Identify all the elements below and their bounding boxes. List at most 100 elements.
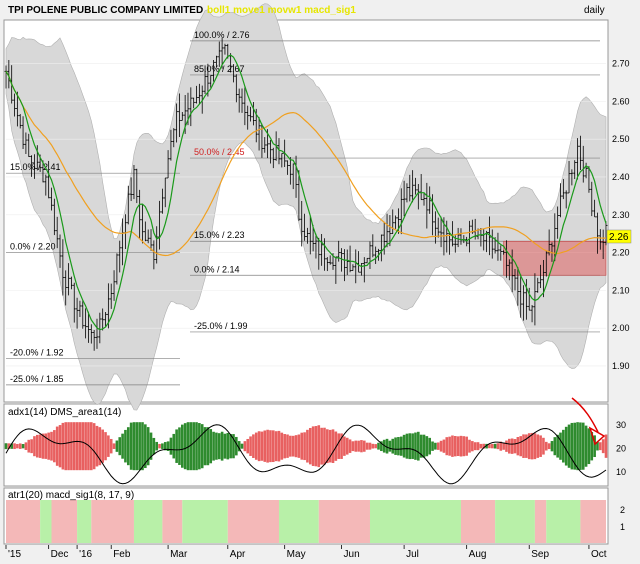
- atr-band-green: [278, 500, 319, 543]
- fib-level-label: 15.0% / 2.23: [194, 230, 245, 240]
- dms-bar-negative: [308, 427, 312, 465]
- dms-bar-positive: [212, 431, 215, 461]
- atr-band-red: [460, 500, 496, 543]
- dms-bar-positive: [576, 422, 579, 471]
- dms-bar-negative: [314, 426, 318, 467]
- dms-bar-positive: [215, 432, 218, 460]
- dms-bar-negative: [18, 443, 22, 449]
- dms-bar-positive: [397, 437, 400, 456]
- chart-title: TPI POLENE PUBLIC COMPANY LIMITED: [8, 5, 203, 16]
- dms-bar-negative: [451, 435, 454, 457]
- dms-bar-negative: [371, 443, 375, 449]
- dms-bar-negative: [75, 422, 79, 471]
- dms-bar-negative: [44, 433, 48, 459]
- dms-bar-positive: [183, 423, 187, 470]
- y-tick-label: 2.00: [612, 323, 630, 333]
- dms-bar-negative: [27, 439, 31, 453]
- dms-bar-negative: [351, 441, 355, 452]
- dms-bar-positive: [405, 433, 409, 459]
- dms-bar-positive: [411, 433, 414, 459]
- dms-bar-positive: [590, 431, 594, 461]
- y-tick-label: 1.90: [612, 361, 630, 371]
- atr-band-green: [40, 500, 52, 543]
- dms-bar-negative: [266, 429, 269, 463]
- dms-bar-negative: [254, 432, 258, 460]
- dms-bar-positive: [562, 429, 565, 463]
- dms-bar-negative: [337, 433, 341, 459]
- period-label: daily: [584, 5, 605, 16]
- dms-bar-positive: [235, 436, 238, 456]
- atr-layer: [6, 500, 606, 543]
- adx-tick-label: 20: [616, 444, 626, 454]
- dms-bar-negative: [41, 433, 45, 459]
- last-price-tag: [606, 229, 632, 244]
- dms-bar-positive: [21, 444, 25, 449]
- atr-band-green: [133, 500, 163, 543]
- dms-bar-negative: [13, 443, 16, 450]
- dms-bar-positive: [163, 442, 167, 451]
- x-tick-label: '15: [8, 549, 21, 560]
- atr-panel-label: atr1(20) macd_sig1(8, 17, 9): [8, 490, 134, 501]
- adx-layer: [4, 422, 608, 485]
- dms-bar-negative: [522, 434, 525, 458]
- dms-bar-negative: [490, 444, 494, 449]
- fib-level-label: 0.0% / 2.14: [194, 264, 240, 274]
- dms-bar-negative: [98, 427, 102, 466]
- y-tick-label: 2.60: [612, 96, 630, 106]
- atr-band-green: [182, 500, 228, 543]
- dms-bar-positive: [203, 427, 207, 466]
- dms-bar-positive: [596, 441, 599, 451]
- dms-bar-positive: [550, 441, 554, 452]
- dms-bar-positive: [129, 422, 133, 470]
- dms-bar-negative: [510, 438, 514, 454]
- dms-bar-negative: [35, 434, 39, 458]
- dms-bar-negative: [542, 437, 545, 455]
- dms-bar-positive: [553, 437, 557, 456]
- dms-bar-positive: [206, 427, 210, 466]
- dms-bar-positive: [573, 422, 577, 470]
- dms-bar-positive: [394, 437, 397, 455]
- dms-bar-negative: [311, 426, 315, 466]
- dms-bar-positive: [240, 443, 244, 449]
- dms-bar-negative: [243, 441, 247, 452]
- dms-bar-negative: [345, 437, 349, 455]
- price-layer: 100.0% / 2.76 85.0% / 2.67 50.0% / 2.45 15.…: [4, 3, 608, 411]
- atr-band-green: [546, 500, 581, 543]
- dms-bar-negative: [533, 433, 537, 460]
- x-tick-label: Feb: [113, 549, 131, 560]
- dms-bar-negative: [488, 444, 491, 449]
- adx-panel-label: adx1(14) DMS_area1(14): [8, 407, 121, 418]
- dms-bar-negative: [448, 436, 451, 456]
- dms-bar-positive: [192, 422, 195, 471]
- dms-bar-negative: [326, 429, 329, 464]
- dms-bar-negative: [527, 433, 531, 460]
- dms-bar-negative: [263, 430, 267, 462]
- dms-bar-negative: [53, 430, 56, 463]
- dms-bar-negative: [246, 438, 250, 454]
- dms-bar-negative: [374, 444, 377, 449]
- atr-band-red: [318, 500, 370, 543]
- dms-bar-negative: [291, 435, 295, 457]
- dms-bar-positive: [189, 422, 193, 471]
- dms-bar-negative: [55, 426, 59, 466]
- y-tick-label: 2.40: [612, 172, 630, 182]
- dms-bar-negative: [530, 432, 534, 460]
- dms-bar-negative: [16, 444, 19, 449]
- dms-bar-negative: [7, 443, 11, 450]
- fib-level-label: 100.0% / 2.76: [194, 30, 250, 40]
- dms-bar-negative: [360, 440, 363, 453]
- dms-bar-negative: [471, 441, 474, 452]
- dms-bar-positive: [380, 441, 383, 452]
- dms-bar-positive: [217, 433, 221, 460]
- x-tick-label: Jul: [406, 549, 419, 560]
- dms-bar-positive: [385, 438, 389, 454]
- dms-bar-negative: [482, 443, 486, 449]
- fib-level-label: 50.0% / 2.45: [194, 147, 245, 157]
- dms-bar-positive: [581, 422, 585, 470]
- dms-bar-negative: [306, 429, 309, 463]
- dms-bar-positive: [152, 437, 156, 455]
- dms-bar-negative: [87, 422, 90, 471]
- dms-bar-negative: [331, 429, 335, 463]
- dms-bar-positive: [237, 441, 241, 452]
- dms-bar-negative: [90, 422, 93, 471]
